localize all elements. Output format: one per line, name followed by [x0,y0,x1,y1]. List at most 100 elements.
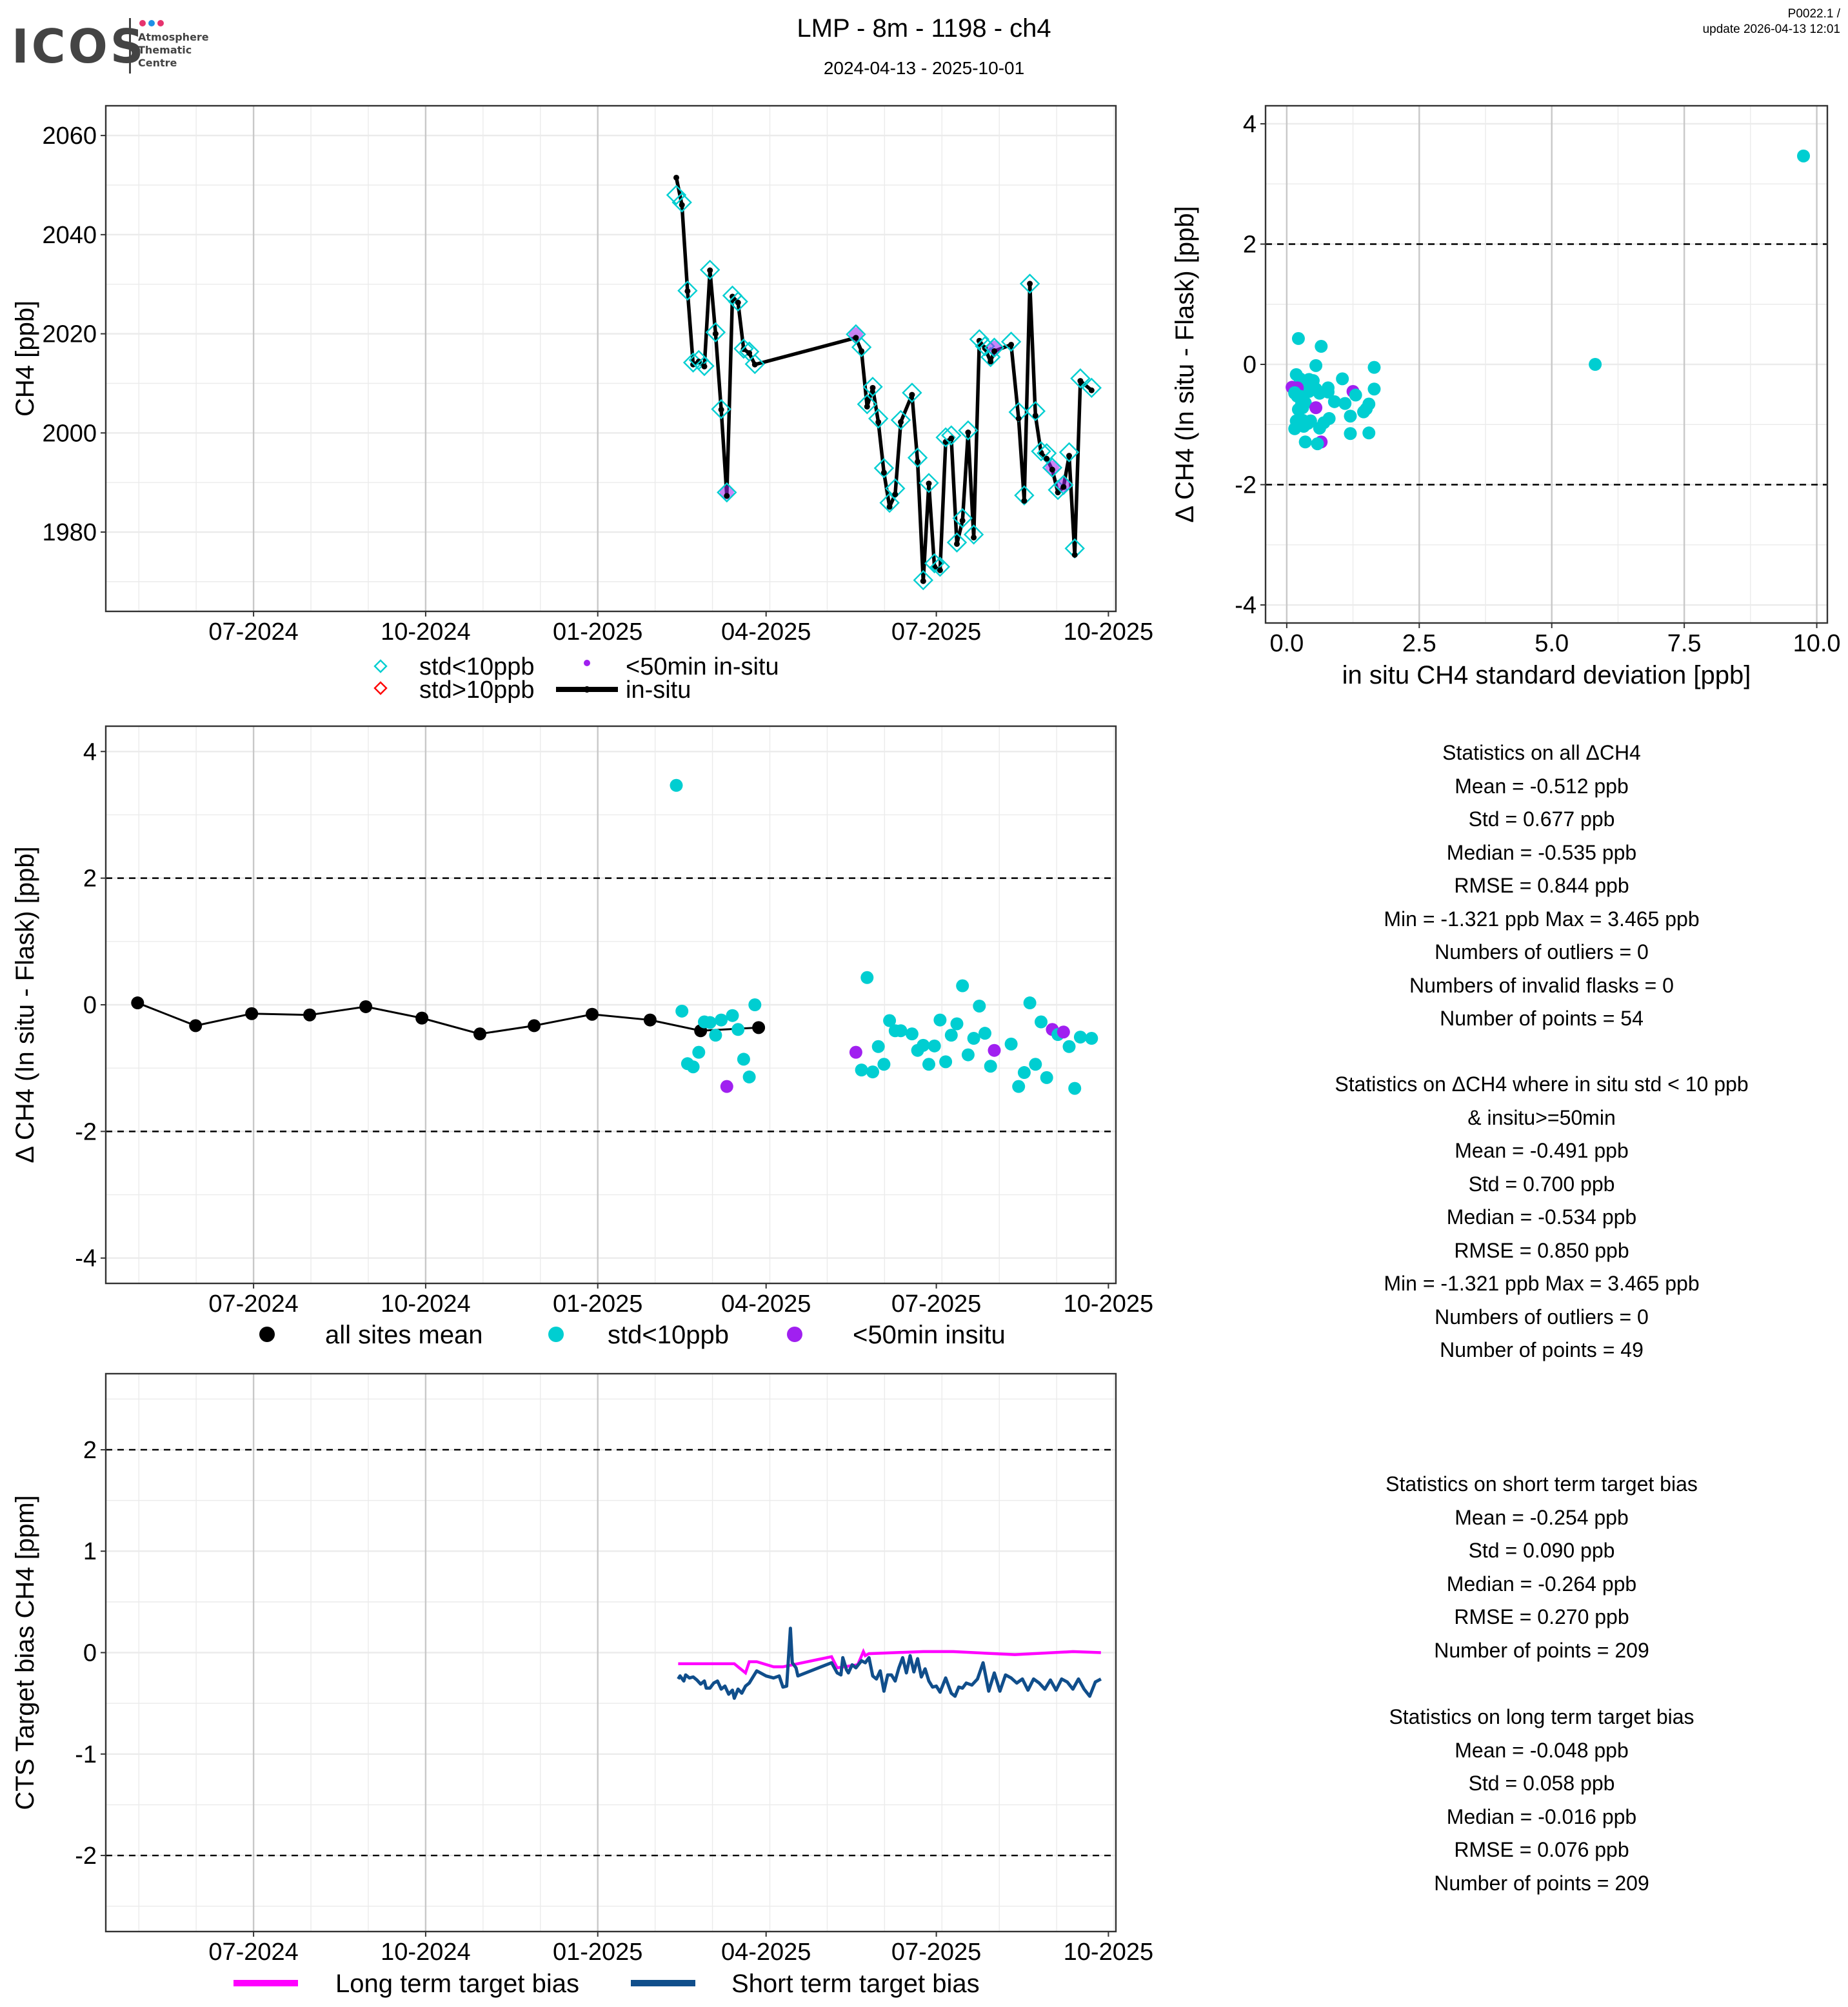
scatter-point [1288,422,1302,435]
stats-line: Mean = -0.254 ppb [1455,1505,1629,1529]
scatter-point [1344,427,1357,440]
flask-diamond [929,557,951,577]
y-axis-label: CTS Target bias CH4 [ppm] [11,1495,39,1810]
x-tick-label: 04-2025 [721,618,811,646]
flask-diamond [873,458,895,479]
x-tick-label: 5.0 [1535,630,1569,657]
in-situ-point [1055,489,1061,496]
flask-diamond [924,553,945,574]
in-situ-point [864,404,870,410]
stats-line: Min = -1.321 ppb Max = 3.465 ppb [1384,907,1700,931]
delta-point [1017,1066,1031,1080]
in-situ-point [751,361,758,368]
delta-point [973,999,986,1013]
y-tick-label: 4 [1243,111,1257,138]
delta-point [1035,1015,1048,1029]
y-tick-label: 2060 [42,123,97,150]
logo-subtitle: Atmosphere Thematic Centre [138,31,209,69]
delta-point [933,1013,947,1027]
delta-point [720,1080,733,1093]
y-tick-label: 1980 [42,519,97,546]
scatter-point [1309,359,1323,372]
delta-point [950,1017,964,1031]
x-tick-label: 07-2024 [208,1290,298,1318]
delta-point [984,1060,997,1073]
flask-diamond [857,394,877,415]
delta-point [928,1039,941,1053]
delta-point [1029,1058,1042,1071]
flask-diamond [952,508,973,529]
stats-line: Numbers of invalid flasks = 0 [1409,973,1674,997]
stats-line: Mean = -0.048 ppb [1455,1738,1629,1762]
x-tick-label: 10-2025 [1064,1939,1153,1966]
scatter-point [1589,358,1602,371]
all-sites-mean-point [643,1013,657,1027]
x-axis-label: in situ CH4 standard deviation [ppb] [1342,661,1751,689]
scatter-point [1309,401,1323,415]
stats-line: Median = -0.535 ppb [1446,840,1637,864]
delta-point [703,1016,717,1029]
scatter-point [1797,149,1811,163]
in-situ-point [971,534,977,540]
delta-point [860,971,874,984]
all-sites-mean-point [586,1007,599,1021]
logo-dots [139,18,166,30]
x-tick-label: 01-2025 [553,1939,642,1966]
stats-line: Std = 0.090 ppb [1468,1539,1615,1562]
y-tick-label: -4 [1235,592,1257,619]
y-tick-label: -2 [75,1843,97,1870]
y-axis-label: CH4 [ppb] [11,301,39,417]
in-situ-point [707,267,713,273]
delta-point [866,1065,879,1079]
scatter-point [1367,361,1381,374]
x-tick-label: 10-2025 [1064,1290,1153,1318]
stats-heading: Statistics on all ΔCH4 [1442,741,1641,764]
flask-diamond [1081,377,1102,399]
legend-label: Short term target bias [731,1970,980,1998]
x-tick-label: 0.0 [1269,630,1304,657]
delta-point [917,1038,930,1052]
in-situ-point [718,406,724,413]
flask-diamond [744,353,765,375]
x-tick-label: 07-2024 [208,1939,298,1966]
legend-label: Long term target bias [335,1970,579,1998]
flask-diamond [666,184,687,206]
legend-label: std>10ppb [419,677,535,704]
x-tick-label: 10-2025 [1064,618,1153,646]
all-sites-mean-point [189,1019,203,1033]
in-situ-point [915,459,921,465]
stats-line: Std = 0.058 ppb [1468,1772,1615,1795]
in-situ-point [1021,498,1028,504]
y-tick-label: 2040 [42,222,97,249]
flask-diamond [1014,485,1035,506]
in-situ-point [673,174,679,181]
delta-point [855,1063,868,1077]
flask-diamond [935,427,956,448]
flask-diamond [677,281,698,301]
x-tick-label: 04-2025 [721,1939,811,1966]
in-situ-point [1060,484,1067,490]
in-situ-point [886,504,893,510]
in-situ-point [746,350,753,357]
legend-label: in-situ [626,677,691,704]
all-sites-mean-point [528,1019,541,1033]
delta-point [1004,1037,1018,1051]
flask-diamond [717,482,737,503]
flask-diamond [694,355,715,377]
flask-diamond [705,322,726,342]
scatter-point [1298,435,1312,449]
flask-diamond [919,473,939,493]
delta-point [726,1009,739,1022]
flask-diamond [1000,331,1022,352]
y-axis-label: Δ CH4 (In situ - Flask) [ppb] [11,846,39,1163]
in-situ-point [880,470,887,476]
in-situ-point [1044,455,1050,462]
flask-diamond [1058,442,1080,462]
delta-point [1040,1071,1053,1084]
legend-diamond-icon [373,659,388,673]
flask-diamond [907,448,928,468]
flask-diamond [902,382,922,403]
x-tick-label: 10-2024 [381,618,470,646]
scatter-point [1349,388,1362,402]
in-situ-point [1071,551,1078,558]
